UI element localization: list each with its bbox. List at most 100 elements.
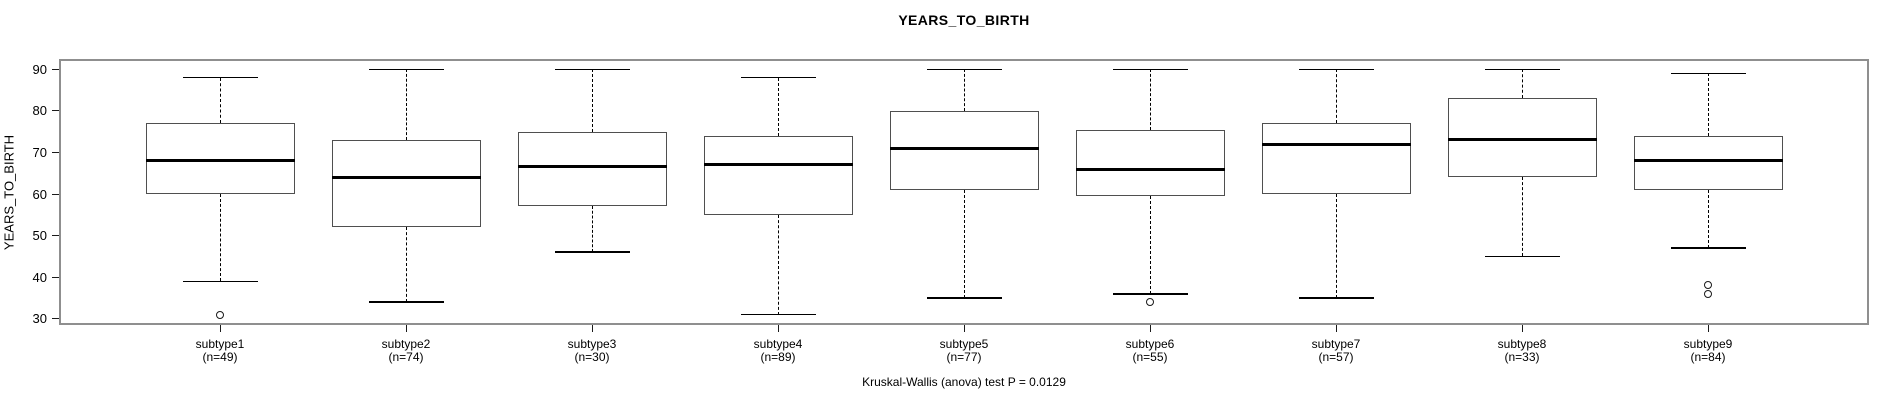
category-label: subtype8 — [1497, 337, 1547, 351]
y-tick-label: 30 — [32, 311, 47, 327]
x-tick — [591, 325, 593, 332]
y-tick — [52, 318, 59, 320]
median-line — [1447, 138, 1597, 142]
category-count-label: (n=84) — [1690, 350, 1726, 364]
y-tick — [52, 68, 59, 70]
lower-whisker-cap — [1484, 255, 1560, 258]
upper-whisker-cap — [1298, 68, 1374, 71]
median-line — [1633, 159, 1783, 163]
lower-whisker-cap — [926, 297, 1002, 299]
box — [1075, 129, 1225, 197]
lower-whisker-cap — [740, 313, 816, 316]
category-label: subtype2 — [381, 337, 431, 351]
upper-whisker-cap — [1112, 68, 1188, 71]
median-line — [703, 163, 853, 167]
lower-whisker-line — [591, 206, 593, 253]
median-line — [889, 146, 1039, 150]
upper-whisker-line — [219, 77, 221, 124]
upper-whisker-cap — [740, 76, 816, 79]
median-line — [1075, 167, 1225, 171]
upper-whisker-line — [1521, 69, 1523, 99]
lower-whisker-line — [1149, 196, 1151, 294]
y-tick-label: 70 — [32, 144, 47, 160]
upper-whisker-cap — [926, 68, 1002, 71]
outlier-point — [216, 310, 224, 319]
category-count-label: (n=30) — [574, 350, 610, 364]
chart-title: YEARS_TO_BIRTH — [898, 12, 1030, 28]
category-count-label: (n=55) — [1132, 350, 1168, 364]
category-count-label: (n=33) — [1504, 350, 1540, 364]
y-tick-label: 50 — [32, 228, 47, 244]
y-tick-label: 40 — [32, 269, 47, 285]
lower-whisker-cap — [182, 280, 258, 283]
lower-whisker-cap — [1112, 293, 1188, 295]
upper-whisker-line — [1707, 73, 1709, 136]
category-count-label: (n=57) — [1318, 350, 1354, 364]
x-tick — [219, 325, 221, 332]
upper-whisker-line — [963, 69, 965, 111]
x-tick — [1707, 325, 1709, 332]
box — [1633, 135, 1783, 190]
box — [517, 131, 667, 207]
median-line — [145, 159, 295, 163]
outlier-point — [1146, 298, 1154, 307]
box — [703, 135, 853, 215]
category-count-label: (n=89) — [760, 350, 796, 364]
y-tick — [52, 235, 59, 237]
median-line — [1261, 142, 1411, 146]
category-label: subtype4 — [753, 337, 803, 351]
category-count-label: (n=74) — [388, 350, 424, 364]
x-tick — [777, 325, 779, 332]
median-line — [517, 165, 667, 169]
lower-whisker-line — [1707, 189, 1709, 249]
upper-whisker-cap — [554, 68, 630, 71]
median-line — [331, 175, 481, 179]
y-tick-label: 60 — [32, 186, 47, 202]
y-tick-label: 80 — [32, 103, 47, 119]
lower-whisker-line — [777, 214, 779, 315]
y-tick — [52, 110, 59, 112]
upper-whisker-line — [1335, 69, 1337, 124]
lower-whisker-line — [219, 194, 221, 282]
category-label: subtype6 — [1125, 337, 1175, 351]
box — [331, 139, 481, 228]
x-tick — [1521, 325, 1523, 332]
y-tick-label: 90 — [32, 61, 47, 77]
box — [1447, 98, 1597, 178]
upper-whisker-line — [405, 69, 407, 140]
x-tick — [405, 325, 407, 332]
lower-whisker-cap — [554, 251, 630, 253]
box — [1261, 123, 1411, 194]
category-label: subtype3 — [567, 337, 617, 351]
upper-whisker-line — [1149, 69, 1151, 130]
category-count-label: (n=49) — [202, 350, 238, 364]
upper-whisker-line — [777, 77, 779, 136]
x-tick — [1149, 325, 1151, 332]
x-tick — [963, 325, 965, 332]
category-label: subtype5 — [939, 337, 989, 351]
lower-whisker-line — [1335, 194, 1337, 298]
lower-whisker-cap — [1670, 247, 1746, 249]
outlier-point — [1704, 289, 1712, 298]
upper-whisker-cap — [1484, 68, 1560, 71]
lower-whisker-line — [405, 227, 407, 303]
lower-whisker-cap — [368, 301, 444, 303]
outlier-point — [1704, 281, 1712, 290]
lower-whisker-line — [1521, 177, 1523, 257]
y-axis-label: YEARS_TO_BIRTH — [1, 134, 17, 251]
x-tick — [1335, 325, 1337, 332]
y-tick — [52, 151, 59, 153]
box — [145, 123, 295, 194]
category-label: subtype7 — [1311, 337, 1361, 351]
lower-whisker-line — [963, 189, 965, 298]
upper-whisker-cap — [1670, 72, 1746, 75]
category-count-label: (n=77) — [946, 350, 982, 364]
lower-whisker-cap — [1298, 297, 1374, 299]
upper-whisker-line — [591, 69, 593, 132]
upper-whisker-cap — [182, 76, 258, 79]
category-label: subtype9 — [1683, 337, 1733, 351]
y-tick — [52, 193, 59, 195]
upper-whisker-cap — [368, 68, 444, 71]
y-tick — [52, 276, 59, 278]
